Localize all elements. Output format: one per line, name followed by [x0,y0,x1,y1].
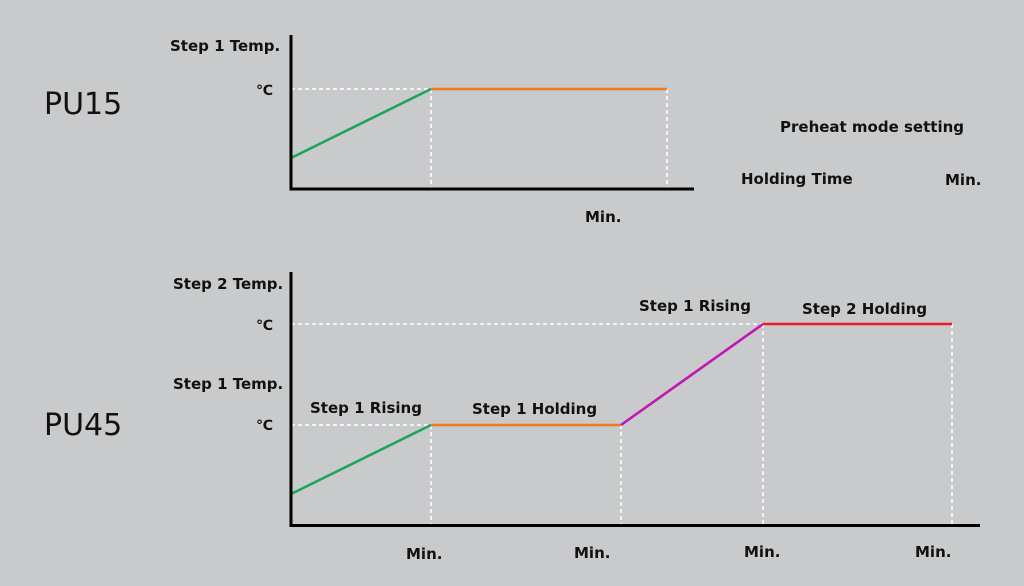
pu15-chart: PU15 Step 1 Temp. ℃ Min. [44,35,694,226]
pu45-min-label-1: Min. [406,545,442,563]
pu45-step1-temp-unit: ℃ [256,418,273,434]
pu15-rising-line [290,87,432,160]
pu45-model-label: PU45 [44,408,122,443]
pu45-step1-temp-label: Step 1 Temp. [173,375,283,393]
pu15-temp-unit: ℃ [256,83,273,99]
pu45-step2-temp-label: Step 2 Temp. [173,275,283,293]
pu45-min-label-2: Min. [574,544,610,562]
pu15-min-label: Min. [585,208,621,226]
pu45-min-label-4: Min. [915,543,951,561]
preheat-settings-panel: Preheat mode setting Holding Time Min. [741,118,981,189]
pu45-step2-rising-label: Step 1 Rising [639,297,751,315]
pu45-step2-temp-unit: ℃ [256,318,273,334]
pu45-step1-holding-label: Step 1 Holding [472,400,597,418]
pu45-min-label-3: Min. [744,543,780,561]
pu45-chart: PU45 Step 2 Temp. ℃ Step 1 Temp. ℃ Step … [44,272,980,563]
pu45-step2-rising-line [620,322,764,427]
pu45-step1-rising-label: Step 1 Rising [310,399,422,417]
holding-time-unit: Min. [945,171,981,189]
pu15-model-label: PU15 [44,87,122,122]
preheat-mode-title: Preheat mode setting [780,118,964,136]
pu15-step1-temp-label: Step 1 Temp. [170,37,280,55]
holding-time-label: Holding Time [741,170,853,188]
pu45-step1-rising-line [290,423,432,496]
pu45-step2-holding-label: Step 2 Holding [802,300,927,318]
